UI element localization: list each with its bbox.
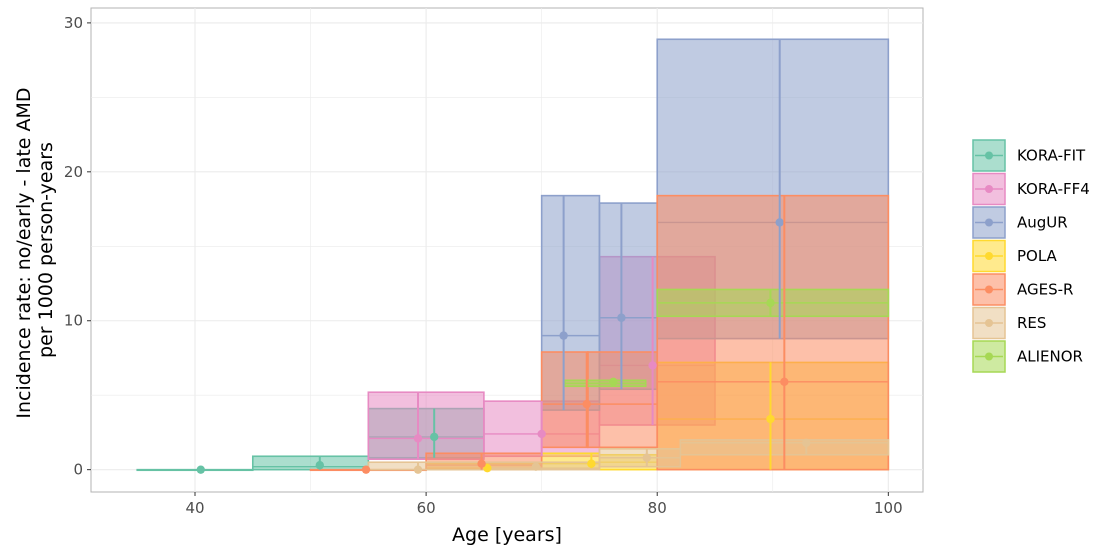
legend-key-point-augur: [985, 218, 993, 227]
y-tick-label: 10: [64, 312, 83, 330]
kora-ff4-point: [537, 429, 546, 439]
res-point: [642, 453, 652, 462]
ages-r-point: [477, 459, 486, 468]
legend-label-augur: AugUR: [1017, 214, 1068, 232]
y-axis-title-line-1: Incidence rate: no/early - late AMD: [13, 87, 35, 418]
ages-r-point: [582, 399, 591, 409]
kora-fit-point: [430, 432, 439, 442]
ci-bands: [136, 38, 890, 472]
res-ci-band: [367, 461, 485, 471]
x-axis-title: Age [years]: [452, 524, 562, 546]
ages-r-ci-band: [656, 194, 890, 471]
ages-r-ci-band: [587, 351, 659, 449]
res-point: [802, 438, 811, 448]
legend-label-pola: POLA: [1017, 247, 1058, 265]
x-tick-label: 100: [874, 499, 903, 517]
alienor-point: [609, 377, 618, 386]
x-tick-label: 40: [185, 499, 204, 517]
x-tick-label: 60: [417, 499, 436, 517]
pola-point: [483, 463, 492, 473]
x-tick-label: 80: [648, 499, 667, 517]
legend-label-kora-fit: KORA-FIT: [1017, 147, 1086, 165]
estimate-points: [196, 39, 811, 474]
y-axis-title: Incidence rate: no/early - late AMD per …: [13, 81, 57, 418]
legend-key-point-pola: [985, 252, 993, 260]
legend-label-res: RES: [1017, 314, 1046, 332]
ages-r-point: [361, 465, 371, 474]
kora-ff4-point: [413, 434, 423, 443]
kora-ff4-ci-band: [367, 391, 485, 461]
legend-key-point-alienor: [985, 352, 993, 361]
alienor-point: [766, 298, 775, 308]
kora-fit-point: [315, 460, 324, 470]
y-axis-title-line-2: per 1000 person-years: [35, 142, 57, 358]
kora-fit-point: [196, 465, 205, 474]
pola-point: [766, 414, 775, 424]
ages-r-ci-band: [540, 351, 589, 449]
legend-label-ages-r: AGES-R: [1017, 281, 1073, 299]
augur-point: [559, 331, 568, 340]
pola-point: [587, 459, 596, 468]
kora-fit-ci-band: [251, 455, 370, 471]
legend-key-point-res: [985, 319, 993, 327]
legend-label-alienor: ALIENOR: [1017, 348, 1083, 366]
y-tick-label: 20: [64, 163, 83, 181]
ages-r-point: [780, 377, 789, 386]
legend-label-kora-ff4: KORA-FF4: [1017, 180, 1090, 198]
augur-point: [775, 218, 784, 227]
res-point: [413, 465, 423, 474]
res-point: [531, 462, 541, 471]
legend-key-point-ages-r: [985, 285, 993, 294]
y-tick-label: 0: [73, 461, 83, 479]
augur-point: [617, 313, 626, 322]
axis-ticks: 40 60 80 100 0 10 20 30: [64, 14, 903, 517]
legend: KORA-FIT KORA-FF4 AugUR POLA AGES-R RES ALIENO…: [972, 139, 1090, 373]
legend-key-point-kora-fit: [985, 151, 993, 160]
kora-ff4-point: [648, 361, 657, 370]
legend-key-point-kora-ff4: [985, 185, 993, 193]
y-tick-label: 30: [64, 14, 83, 32]
